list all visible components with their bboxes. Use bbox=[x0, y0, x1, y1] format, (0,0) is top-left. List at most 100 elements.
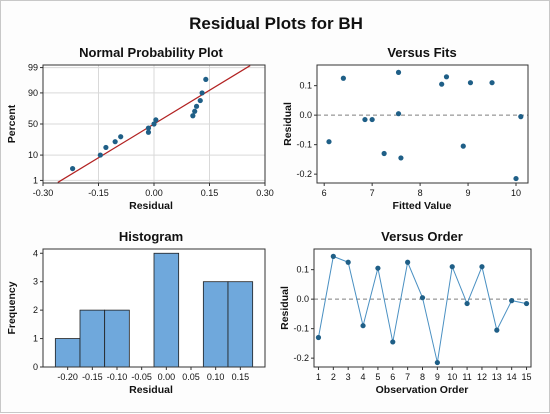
data-point bbox=[151, 121, 157, 127]
data-point bbox=[199, 90, 205, 96]
data-point bbox=[360, 323, 366, 329]
x-tick-label: 1 bbox=[316, 372, 321, 382]
x-tick-label: 4 bbox=[361, 372, 366, 382]
x-tick-label: -0.15 bbox=[82, 372, 103, 382]
data-point bbox=[513, 175, 519, 182]
x-tick-label: 9 bbox=[466, 188, 471, 198]
x-tick-label: 0.15 bbox=[232, 372, 250, 382]
y-tick-label: 99 bbox=[28, 63, 38, 73]
x-tick-label: 8 bbox=[420, 372, 425, 382]
y-tick-label: 0.1 bbox=[296, 265, 309, 275]
x-tick-label: -0.30 bbox=[33, 188, 54, 198]
data-point bbox=[345, 259, 351, 265]
data-point bbox=[330, 253, 336, 259]
histogram-bar bbox=[202, 281, 229, 368]
x-axis-label: Observation Order bbox=[376, 384, 469, 396]
data-point bbox=[439, 81, 445, 87]
x-tick-label: 6 bbox=[322, 188, 327, 198]
x-tick-label: 14 bbox=[507, 372, 517, 382]
data-point bbox=[375, 265, 381, 271]
x-axis-label: Residual bbox=[129, 384, 173, 396]
x-tick-label: 13 bbox=[492, 372, 502, 382]
panel-title: Histogram bbox=[119, 229, 183, 244]
x-tick-label: 7 bbox=[405, 372, 410, 382]
panel-title: Versus Order bbox=[381, 229, 463, 244]
x-tick-label: 0.05 bbox=[182, 372, 200, 382]
x-tick-label: 10 bbox=[511, 188, 521, 198]
data-point bbox=[518, 114, 524, 120]
y-tick-label: 90 bbox=[28, 88, 38, 98]
data-point bbox=[369, 116, 375, 123]
data-point bbox=[390, 339, 396, 345]
data-point bbox=[315, 334, 322, 341]
x-tick-label: -0.05 bbox=[131, 372, 152, 382]
data-point bbox=[70, 165, 76, 172]
data-point bbox=[494, 327, 500, 333]
panel-title: Versus Fits bbox=[387, 45, 456, 60]
data-point bbox=[326, 139, 332, 145]
data-point bbox=[479, 264, 485, 270]
histogram-bar bbox=[104, 309, 130, 368]
x-tick-label: 9 bbox=[435, 372, 440, 382]
data-point bbox=[145, 129, 152, 135]
data-point bbox=[395, 69, 402, 75]
x-tick-label: 7 bbox=[370, 188, 375, 198]
data-point bbox=[405, 259, 411, 265]
data-point bbox=[460, 143, 466, 149]
y-tick-label: 0 bbox=[33, 362, 38, 372]
x-tick-label: 15 bbox=[522, 372, 532, 382]
data-point bbox=[112, 139, 118, 145]
data-point bbox=[193, 103, 200, 109]
x-tick-label: 0.30 bbox=[256, 188, 274, 198]
x-tick-label: 8 bbox=[418, 188, 423, 198]
y-axis-label: Frequency bbox=[6, 281, 18, 334]
y-axis-label: Residual bbox=[279, 286, 291, 330]
y-tick-label: 0.0 bbox=[299, 110, 312, 120]
x-axis-label: Residual bbox=[129, 200, 173, 212]
x-tick-label: -0.20 bbox=[57, 372, 78, 382]
y-tick-label: 1 bbox=[33, 175, 38, 185]
data-point bbox=[509, 298, 515, 304]
plot-area bbox=[317, 65, 528, 183]
data-point bbox=[103, 144, 109, 151]
y-tick-label: 0.1 bbox=[299, 81, 312, 91]
x-tick-label: 2 bbox=[331, 372, 336, 382]
x-tick-label: -0.15 bbox=[88, 188, 109, 198]
y-tick-label: 10 bbox=[28, 150, 38, 160]
x-tick-label: -0.10 bbox=[107, 372, 128, 382]
x-tick-label: 0.15 bbox=[201, 188, 219, 198]
x-tick-label: 0.10 bbox=[207, 372, 225, 382]
x-tick-label: 3 bbox=[346, 372, 351, 382]
data-point bbox=[197, 97, 203, 104]
data-point bbox=[395, 111, 402, 117]
data-point bbox=[434, 359, 440, 366]
y-tick-label: 2 bbox=[33, 305, 38, 315]
x-tick-label: 0.00 bbox=[145, 188, 163, 198]
y-tick-label: 0.0 bbox=[296, 294, 309, 304]
x-tick-label: 0.00 bbox=[158, 372, 176, 382]
plot-frame bbox=[42, 248, 266, 368]
x-tick-label: 11 bbox=[462, 372, 471, 382]
figure-title: Residual Plots for BH bbox=[189, 14, 363, 33]
y-tick-label: 4 bbox=[33, 248, 38, 258]
histogram-bar bbox=[54, 338, 81, 368]
plot-area bbox=[314, 249, 531, 367]
data-point bbox=[489, 80, 495, 86]
plot-frame bbox=[316, 64, 529, 184]
x-tick-label: 6 bbox=[390, 372, 395, 382]
histogram-bar bbox=[227, 281, 254, 368]
y-tick-label: -0.2 bbox=[296, 169, 312, 179]
data-point bbox=[190, 113, 196, 119]
data-point bbox=[203, 76, 209, 83]
panel-2: Versus Fits Fitted Value Residual 6 7 8 9 10 -0.… bbox=[282, 45, 529, 212]
data-point bbox=[153, 117, 159, 123]
data-point bbox=[467, 80, 474, 86]
y-axis-label: Percent bbox=[6, 104, 18, 143]
y-tick-label: 50 bbox=[28, 119, 38, 129]
y-tick-label: -0.2 bbox=[293, 353, 309, 363]
data-point bbox=[145, 125, 152, 131]
data-point bbox=[97, 152, 103, 158]
y-tick-label: -0.1 bbox=[296, 140, 312, 150]
panel-3: Histogram Residual Frequency -0.20 -0.15 -0.1… bbox=[6, 229, 266, 396]
x-tick-label: 10 bbox=[447, 372, 457, 382]
